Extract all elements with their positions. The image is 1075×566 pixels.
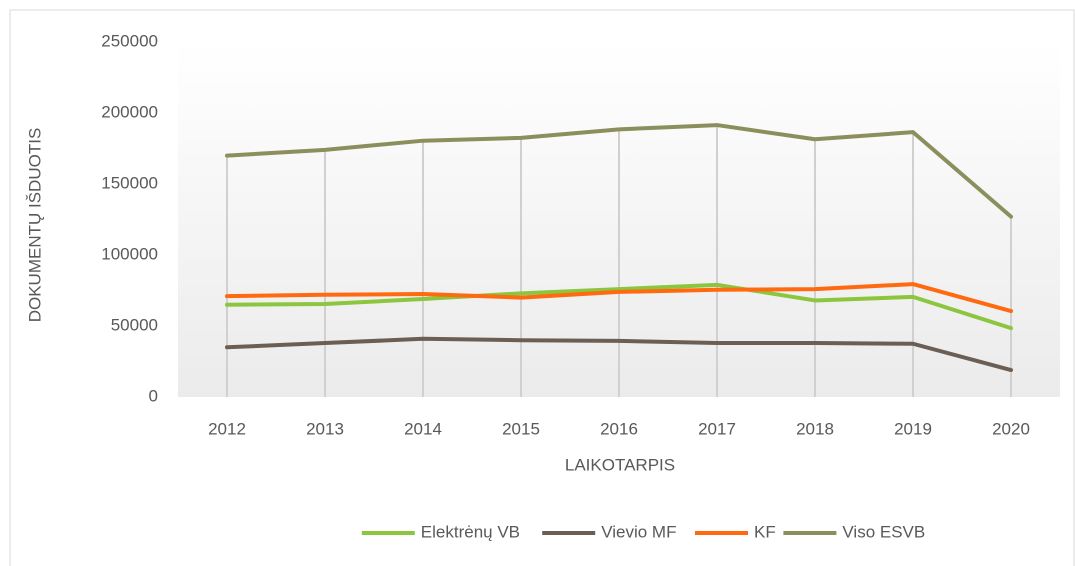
x-tick-label: 2013 xyxy=(306,419,344,438)
legend-label: Vievio MF xyxy=(601,522,676,541)
x-tick-label: 2015 xyxy=(502,419,540,438)
x-tick-label: 2020 xyxy=(992,419,1030,438)
x-axis-title: LAIKOTARPIS xyxy=(565,455,675,474)
y-tick-label: 0 xyxy=(149,386,158,405)
series-line xyxy=(225,336,1013,373)
y-tick-label: 150000 xyxy=(101,173,158,192)
y-tick-label: 200000 xyxy=(101,102,158,121)
x-tick-label: 2014 xyxy=(404,419,442,438)
y-tick-label: 100000 xyxy=(101,244,158,263)
legend-label: Elektrėnų VB xyxy=(421,522,520,541)
y-tick-label: 50000 xyxy=(111,315,158,334)
legend-label: Viso ESVB xyxy=(842,522,925,541)
x-tick-label: 2019 xyxy=(894,419,932,438)
y-tick-label: 250000 xyxy=(101,31,158,50)
series-line xyxy=(225,282,1013,331)
series-line xyxy=(225,123,1013,219)
y-axis-title: DOKUMENTŲ IŠDUOTIS xyxy=(25,128,44,323)
x-tick-label: 2017 xyxy=(698,419,736,438)
series-line xyxy=(225,282,1013,314)
x-tick-label: 2012 xyxy=(208,419,246,438)
x-tick-label: 2018 xyxy=(796,419,834,438)
legend-label: KF xyxy=(754,522,776,541)
x-tick-label: 2016 xyxy=(600,419,638,438)
chart-border xyxy=(9,9,1075,566)
